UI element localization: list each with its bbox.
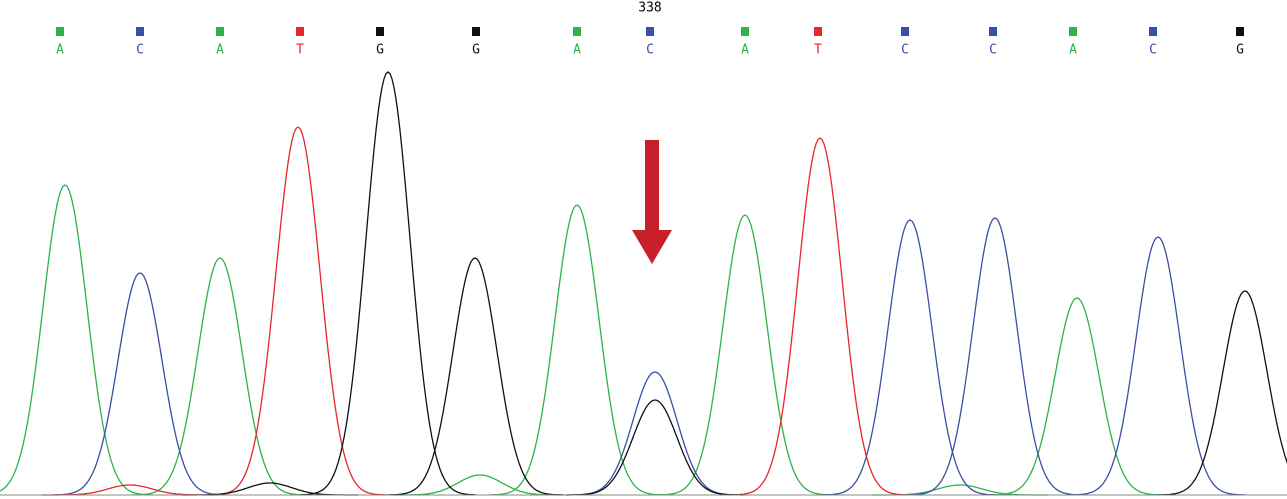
base-call: T (814, 43, 822, 58)
base-call: C (989, 43, 997, 58)
quality-box (56, 27, 64, 36)
trace-peak (0, 185, 153, 495)
mutation-arrow (632, 140, 672, 264)
base-call: A (741, 43, 749, 58)
base-call: C (1149, 43, 1157, 58)
base-call: A (573, 43, 581, 58)
quality-box (296, 27, 304, 36)
trace-peak (387, 258, 563, 495)
quality-box (1236, 27, 1244, 36)
quality-box (136, 27, 144, 36)
trace-peak (822, 220, 998, 495)
quality-box (1149, 27, 1157, 36)
base-call: G (376, 43, 384, 58)
base-call: T (296, 43, 304, 58)
base-call: C (136, 43, 144, 58)
quality-box (901, 27, 909, 36)
trace-peak (1157, 291, 1287, 495)
arrow-head (632, 230, 672, 264)
trace-peak (300, 72, 476, 495)
base-call: A (56, 43, 64, 58)
base-call: G (1236, 43, 1244, 58)
arrow-shaft (645, 140, 659, 232)
trace-peak (567, 372, 743, 495)
quality-box (376, 27, 384, 36)
quality-box (814, 27, 822, 36)
trace-peak (907, 218, 1083, 495)
trace-peak (567, 400, 743, 495)
quality-box (741, 27, 749, 36)
position-label: 338 (638, 1, 661, 16)
base-call: A (1069, 43, 1077, 58)
base-call: G (472, 43, 480, 58)
base-call: C (646, 43, 654, 58)
base-call: A (216, 43, 224, 58)
trace-peak (732, 138, 908, 495)
quality-box (216, 27, 224, 36)
quality-box (1069, 27, 1077, 36)
quality-box (573, 27, 581, 36)
trace-peak (1070, 237, 1246, 495)
base-call: C (901, 43, 909, 58)
quality-box (646, 27, 654, 36)
trace-peak (989, 298, 1165, 495)
quality-box (472, 27, 480, 36)
trace-peak (52, 273, 228, 495)
chromatogram: 338 A C A T G G A C A T C C A C G (0, 0, 1287, 499)
trace-peak (132, 258, 308, 495)
quality-box (989, 27, 997, 36)
